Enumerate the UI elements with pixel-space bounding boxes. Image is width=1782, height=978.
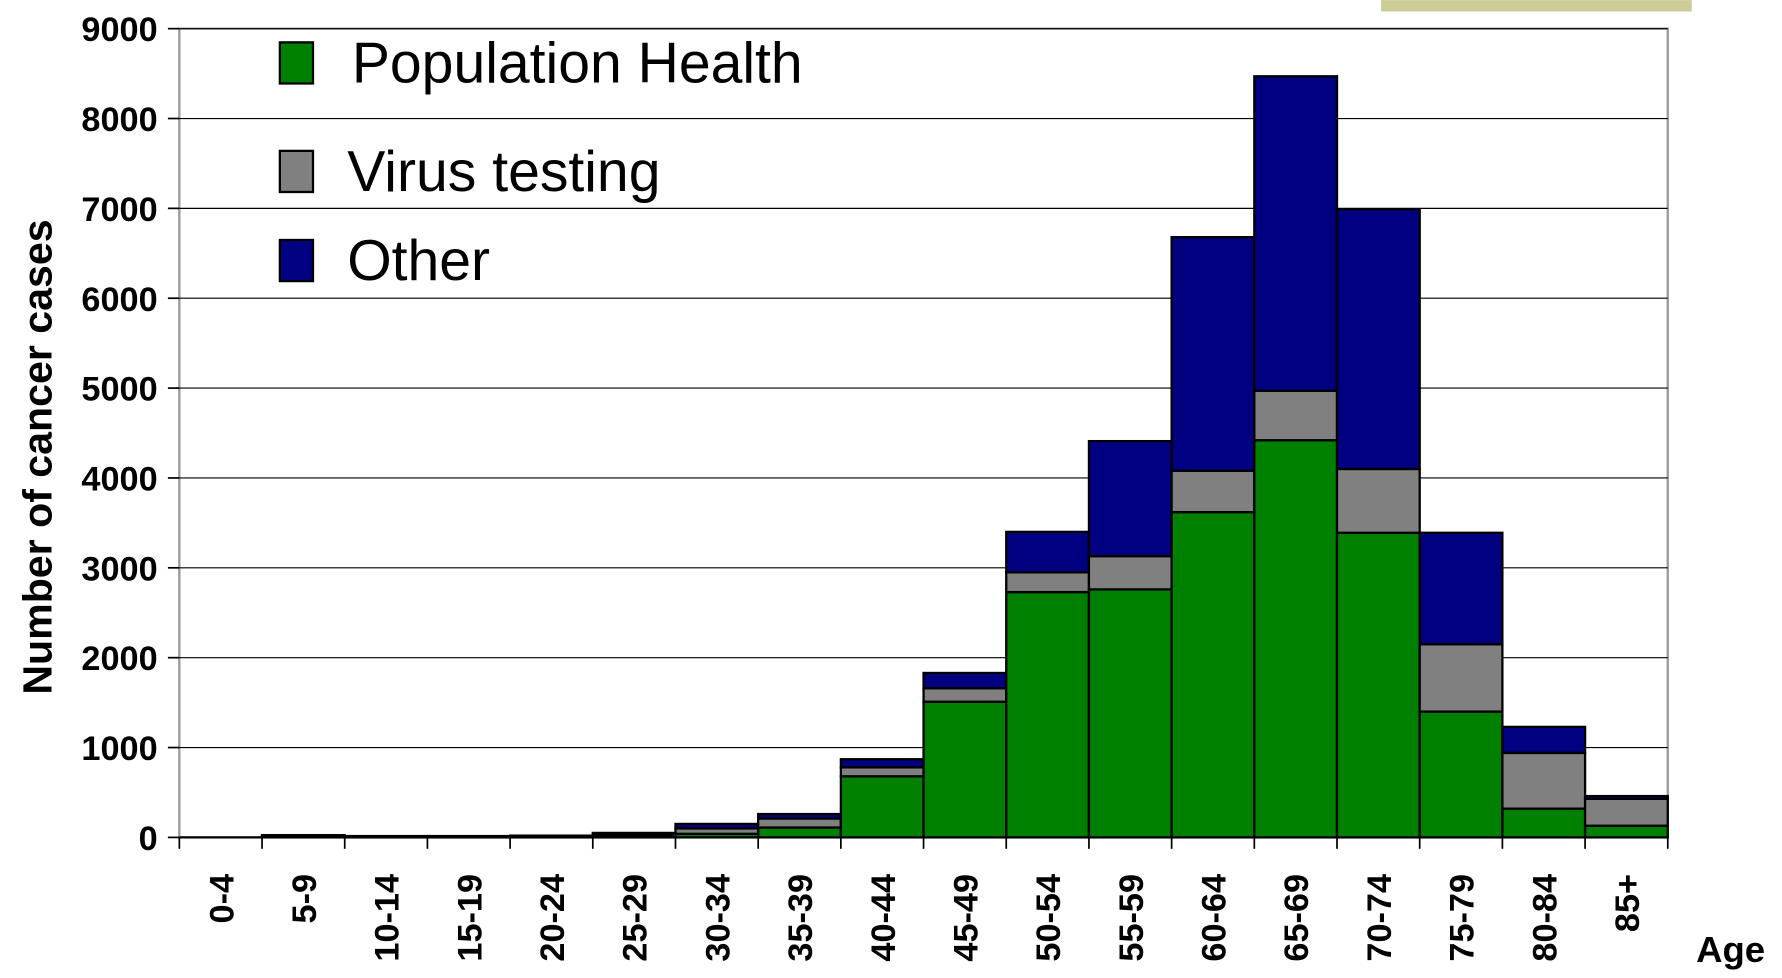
y-tick-label: 4000 [81, 461, 157, 499]
bar-segment [1170, 235, 1256, 472]
legend-label: Other [347, 229, 490, 293]
bar-segment [1335, 531, 1421, 839]
x-tick-label: 65-69 [1278, 874, 1316, 962]
legend-swatch [278, 238, 315, 283]
legend-swatch [278, 149, 315, 194]
bar-segment [674, 822, 760, 830]
y-axis-label: Number of cancer cases [14, 219, 60, 694]
bar-segment [1418, 531, 1504, 646]
y-tick-label: 8000 [81, 101, 157, 139]
x-tick-label: 55-59 [1113, 874, 1151, 962]
bar-segment [1501, 725, 1587, 755]
bar-segment [260, 834, 346, 838]
bar-segment [839, 766, 925, 778]
y-tick-label: 2000 [81, 640, 157, 678]
bar-segment [1170, 510, 1256, 839]
bar-segment [1005, 530, 1091, 574]
bar-segment [1501, 807, 1587, 839]
bar-segment [757, 812, 843, 820]
x-tick-label: 30-34 [699, 874, 737, 962]
bar-segment [1418, 710, 1504, 839]
legend-swatch [278, 41, 315, 85]
x-tick-label: 45-49 [947, 874, 985, 962]
x-tick-label: 20-24 [534, 874, 572, 962]
x-tick-label: 10-14 [369, 874, 407, 962]
bar-segment [591, 831, 677, 836]
bar-segment [1501, 751, 1587, 810]
x-tick-label: 80-84 [1526, 874, 1564, 962]
bar-segment [1583, 794, 1669, 800]
y-tick-label: 5000 [81, 371, 157, 409]
bar-segment [508, 834, 594, 838]
bar-segment [922, 700, 1008, 839]
bar-segment [839, 775, 925, 839]
bar-segment [922, 671, 1008, 690]
bar-segment [757, 826, 843, 839]
bar-segment [1087, 439, 1173, 558]
bar-segment [1418, 643, 1504, 713]
y-tick-label: 6000 [81, 281, 157, 319]
bar-segment [1005, 590, 1091, 839]
y-tick-label: 9000 [81, 11, 157, 49]
y-tick-label: 0 [139, 820, 158, 858]
y-tick-label: 1000 [81, 730, 157, 768]
x-tick-label: 0-4 [203, 874, 241, 924]
x-axis-label: Age [1696, 929, 1765, 970]
x-tick-label: 5-9 [286, 874, 324, 924]
legend-label: Virus testing [347, 140, 660, 204]
x-tick-label: 35-39 [782, 874, 820, 962]
bar-segment [1335, 467, 1421, 534]
x-tick-label: 75-79 [1444, 874, 1482, 962]
x-tick-label: 25-29 [617, 874, 655, 962]
legend-label: Population Health [352, 31, 803, 95]
x-tick-label: 70-74 [1361, 874, 1399, 962]
bar-segment [1253, 75, 1339, 392]
bar-segment [1583, 824, 1669, 839]
bar-segment [1253, 389, 1339, 442]
bar-segment [1253, 439, 1339, 839]
bar-segment [1170, 469, 1256, 514]
decoration [1381, 0, 1692, 12]
bar-segment [922, 687, 1008, 703]
bar-segment [1087, 554, 1173, 591]
bar-segment [1087, 588, 1173, 839]
bar-segment [1335, 208, 1421, 471]
x-tick-label: 15-19 [451, 874, 489, 962]
y-tick-label: 7000 [81, 191, 157, 229]
x-tick-label: 40-44 [865, 874, 903, 962]
y-tick-label: 3000 [81, 550, 157, 588]
bar-segment [1583, 797, 1669, 827]
bar-segment [1005, 571, 1091, 594]
x-tick-label: 85+ [1609, 874, 1647, 932]
bar-segment [839, 758, 925, 769]
bar-segment [757, 817, 843, 829]
x-tick-label: 60-64 [1196, 874, 1234, 962]
x-tick-label: 50-54 [1030, 874, 1068, 962]
